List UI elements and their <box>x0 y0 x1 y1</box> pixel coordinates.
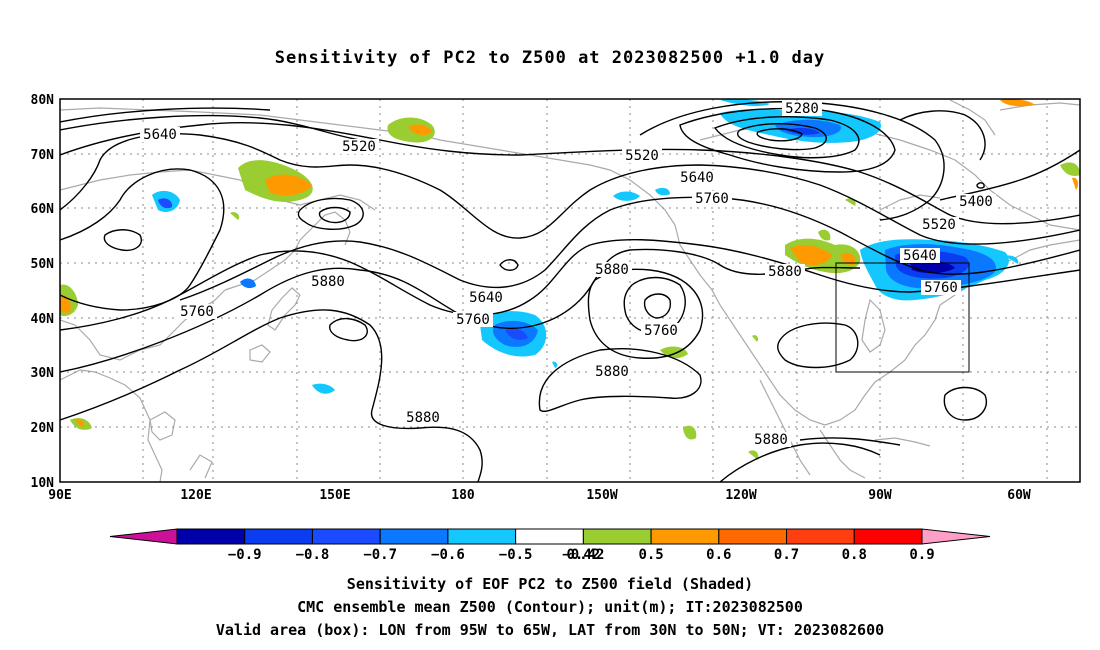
colorbar-label: 0.8 <box>842 547 867 563</box>
colorbar-swatch <box>718 528 788 545</box>
contour-label: 5280 <box>785 101 819 117</box>
contour-label-bg <box>900 248 940 263</box>
contour-label-bg <box>692 191 732 206</box>
contour-label-bg <box>403 410 443 425</box>
lon-tick-label: 150W <box>586 488 617 503</box>
z500-contours <box>60 101 1080 482</box>
colorbar-swatch <box>176 528 246 545</box>
footer-line-3: Valid area (box): LON from 95W to 65W, L… <box>215 621 885 639</box>
lon-tick-label: 90W <box>868 488 892 503</box>
lon-tick-label: 150E <box>319 488 350 503</box>
latitude-axis: 80N 70N 60N 50N 40N 30N 20N 10N <box>31 93 55 491</box>
contour-label: 5880 <box>406 410 440 426</box>
contour-label-bg <box>592 262 632 277</box>
colorbar-label: 0.5 <box>638 547 663 563</box>
colorbar-swatch <box>515 528 584 545</box>
contour-label: 5400 <box>959 194 993 210</box>
longitude-axis: 90E 120E 150E 180 150W 120W 90W 60W <box>48 488 1031 503</box>
contour-label: 5640 <box>143 127 177 143</box>
lat-tick-label: 30N <box>31 366 55 381</box>
lat-tick-label: 20N <box>31 421 55 436</box>
contour-label: 5520 <box>922 217 956 233</box>
colorbar-label: −0.9 <box>228 547 262 563</box>
contour-label-bg <box>308 274 348 289</box>
contour-label-bg <box>466 290 506 305</box>
lat-tick-label: 50N <box>31 257 55 272</box>
contour-label: 5760 <box>644 323 678 339</box>
colorbar-label: 0.6 <box>706 547 731 563</box>
footer-line-2: CMC ensemble mean Z500 (Contour); unit(m… <box>297 598 803 616</box>
contour-label: 5520 <box>342 139 376 155</box>
contour-label: 5760 <box>456 312 490 328</box>
contour-label-bg <box>919 217 959 232</box>
contour-label: 5880 <box>768 264 802 280</box>
colorbar-label: −0.8 <box>296 547 330 563</box>
contour-label-bg <box>339 139 379 154</box>
contour-label-bg <box>177 304 217 319</box>
colorbar-label: −0.7 <box>363 547 397 563</box>
lat-tick-label: 60N <box>31 202 55 217</box>
map-frame <box>59 98 1081 483</box>
colorbar-swatch <box>311 528 381 545</box>
lon-tick-label: 120W <box>725 488 756 503</box>
lon-tick-label: 120E <box>180 488 211 503</box>
lon-tick-label: 90E <box>48 488 71 503</box>
colorbar-left-triangle <box>109 528 178 545</box>
colorbar-swatch <box>786 528 855 545</box>
colorbar-label: −0.42 <box>562 547 604 563</box>
contour-label: 5880 <box>595 262 629 278</box>
contour-label-bg <box>453 312 493 327</box>
contour-label: 5760 <box>180 304 214 320</box>
contour-label: 5760 <box>924 280 958 296</box>
lat-tick-label: 80N <box>31 93 55 108</box>
contour-label: 5760 <box>695 191 729 207</box>
lat-tick-label: 70N <box>31 148 55 163</box>
contour-label: 5880 <box>311 274 345 290</box>
colorbar-swatch <box>447 528 517 545</box>
contour-label: 5640 <box>469 290 503 306</box>
contour-label: 5640 <box>903 248 937 264</box>
colorbar-label: −0.6 <box>431 547 465 563</box>
colorbar-swatch <box>244 528 313 545</box>
colorbar-label: 0.9 <box>909 547 934 563</box>
contour-label: 5880 <box>595 364 629 380</box>
contour-label-bg <box>592 364 632 379</box>
contour-labels: 5280540055205520552056405640564056405760… <box>140 101 996 448</box>
contour-label-bg <box>956 194 996 209</box>
lat-tick-label: 10N <box>31 476 55 491</box>
colorbar-label: 0.7 <box>774 547 799 563</box>
colorbar-label: −0.5 <box>499 547 533 563</box>
colorbar-swatch <box>853 528 923 545</box>
contour-label-bg <box>677 170 717 185</box>
colorbar-swatch <box>650 528 720 545</box>
grid-lines <box>60 99 1080 482</box>
colorbar: −0.9 −0.8 −0.7 −0.6 −0.5 −0.420.42 0.5 0.6 0.7 0.… <box>109 528 991 563</box>
colorbar-right-triangle <box>921 528 991 545</box>
contour-label-bg <box>622 148 662 163</box>
contour-label-bg <box>641 323 681 338</box>
contour-label-bg <box>751 432 791 447</box>
colorbar-swatch <box>582 528 652 545</box>
lat-tick-label: 40N <box>31 312 55 327</box>
chart-title: Sensitivity of PC2 to Z500 at 2023082500… <box>274 48 826 68</box>
lon-tick-label: 180 <box>451 488 475 503</box>
contour-label-bg <box>921 280 961 295</box>
colorbar-swatch <box>379 528 449 545</box>
footer-line-1: Sensitivity of EOF PC2 to Z500 field (Sh… <box>346 575 754 593</box>
contour-label: 5640 <box>680 170 714 186</box>
contour-label-bg <box>765 264 805 279</box>
contour-label: 5880 <box>754 432 788 448</box>
colorbar-label: 0.42 <box>567 547 601 563</box>
contour-label-bg <box>140 127 180 142</box>
contour-label: 5520 <box>625 148 659 164</box>
lon-tick-label: 60W <box>1007 488 1031 503</box>
contour-label-bg <box>782 101 822 116</box>
